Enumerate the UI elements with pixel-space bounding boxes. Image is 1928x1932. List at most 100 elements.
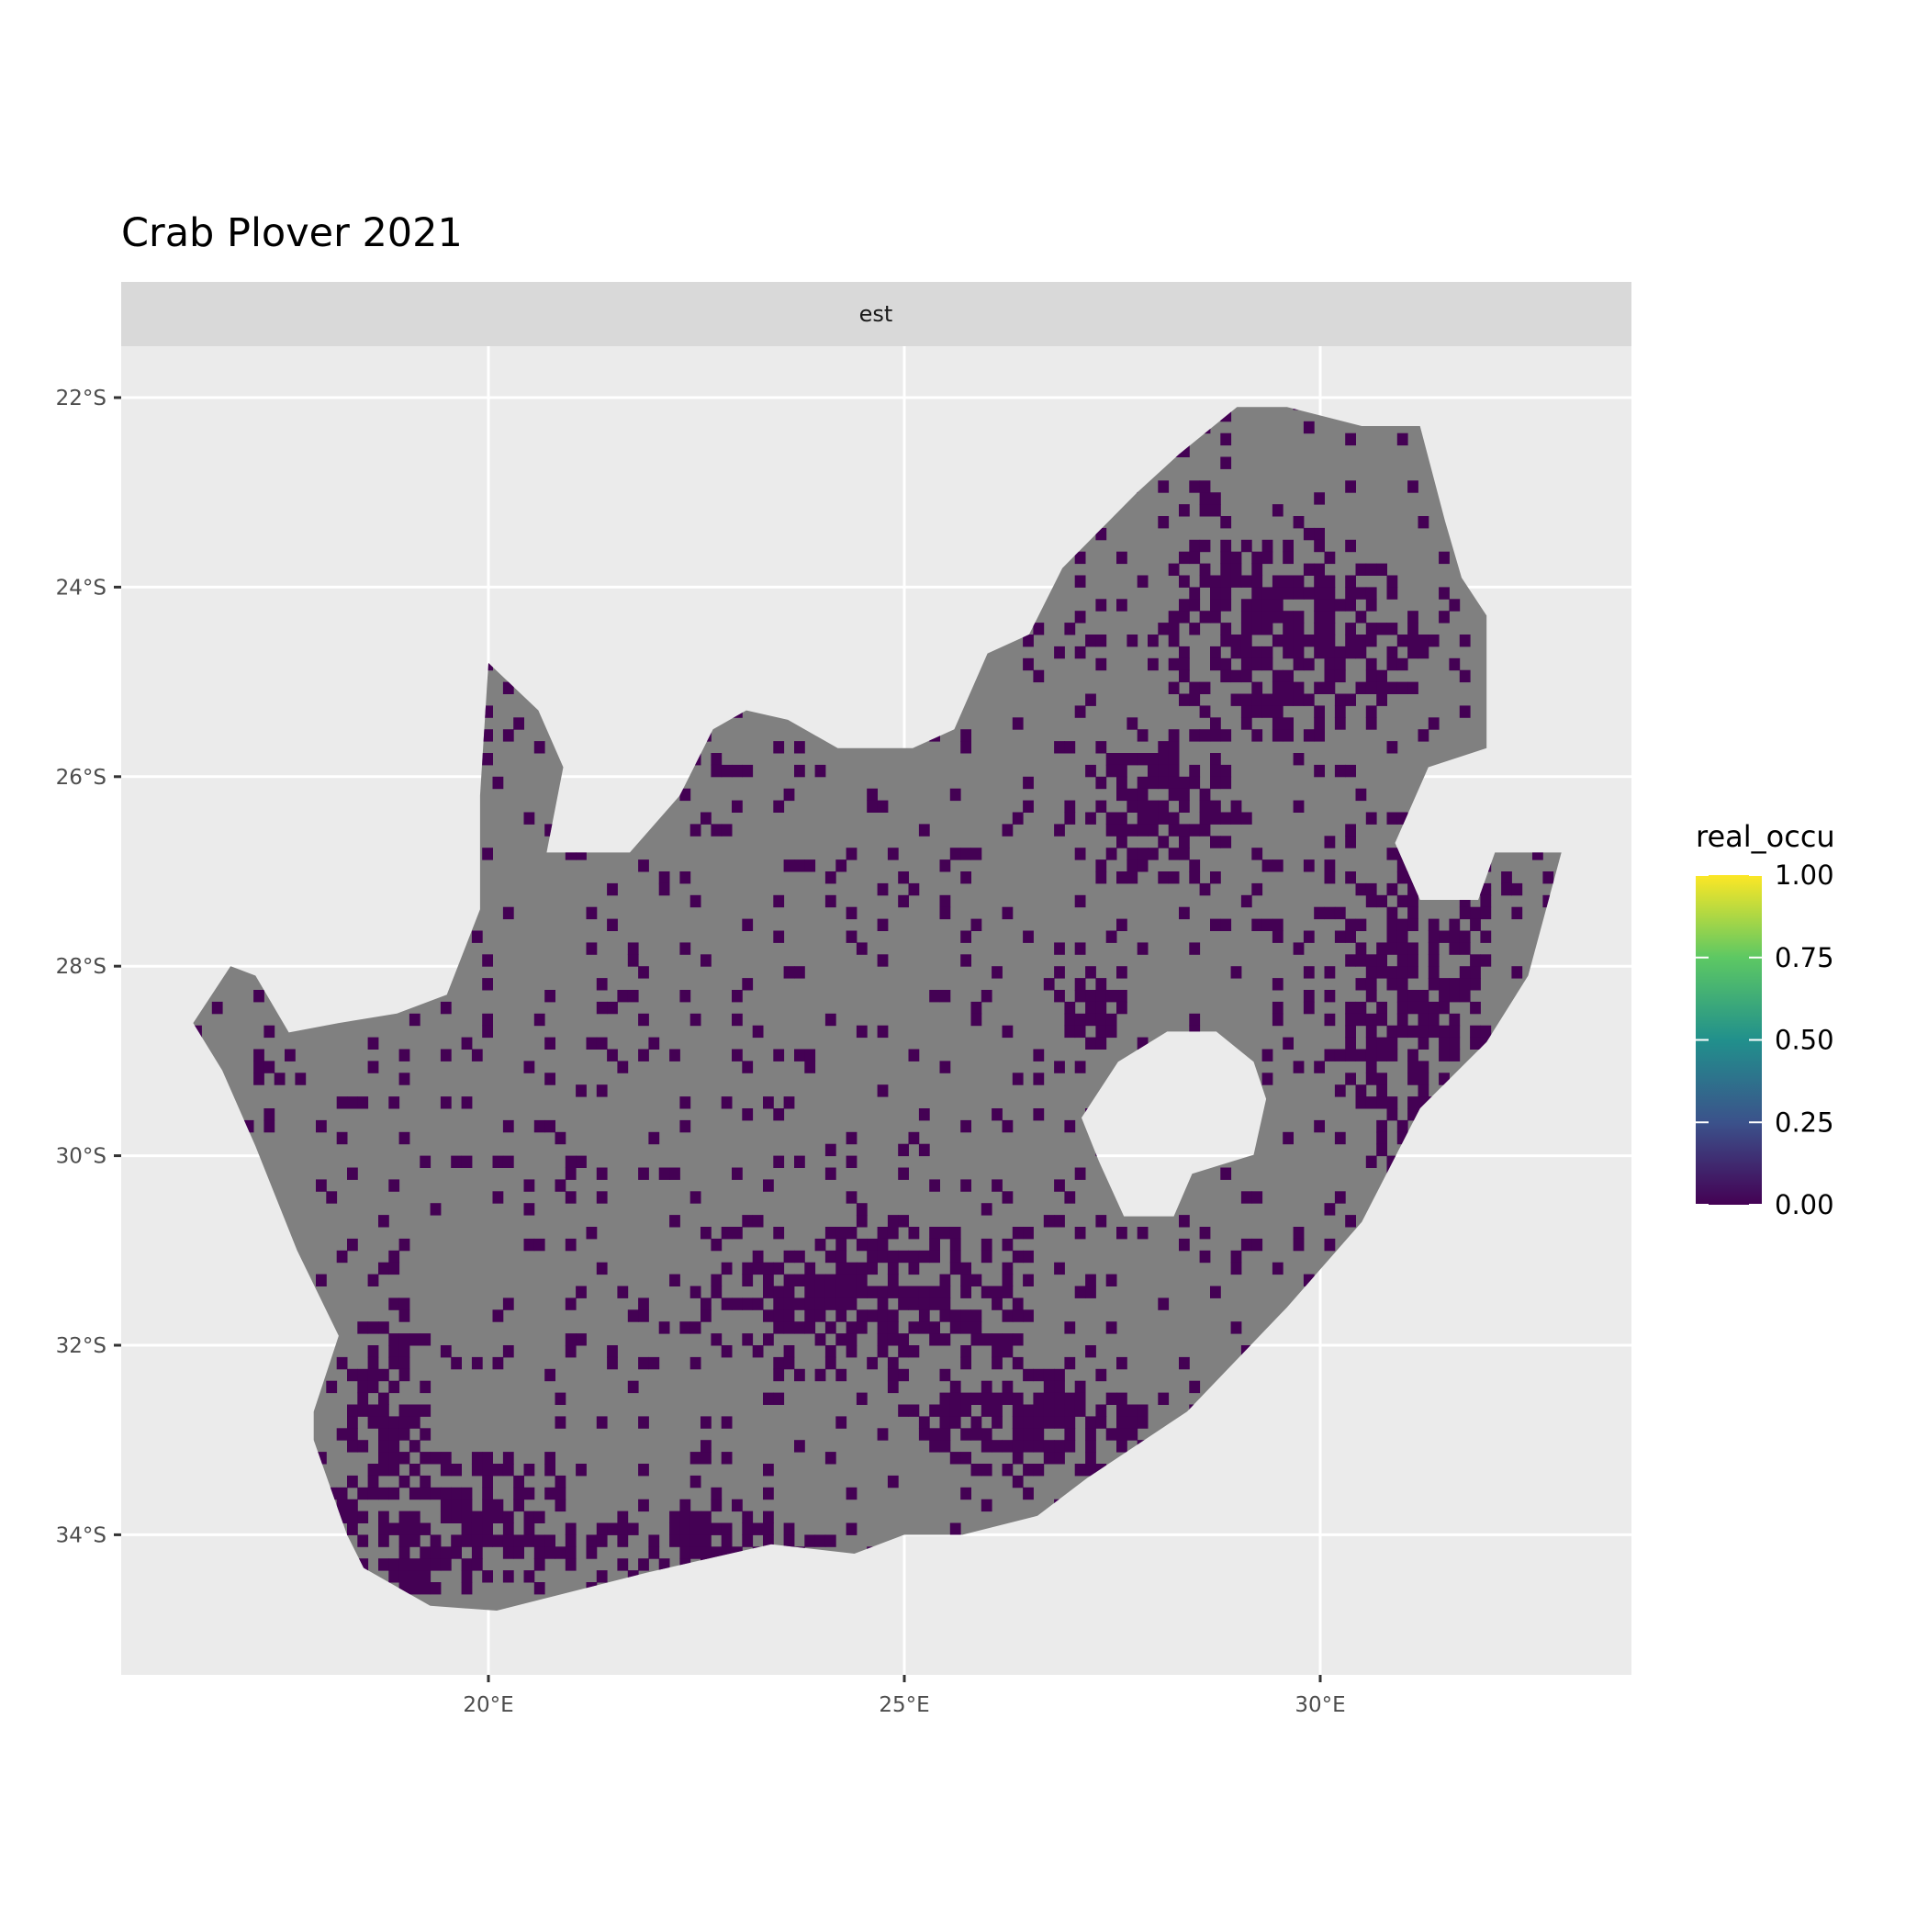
occupancy-cell xyxy=(887,1262,899,1275)
occupancy-cell xyxy=(1240,705,1252,718)
occupancy-cell xyxy=(388,1487,400,1500)
occupancy-cell xyxy=(949,1522,961,1535)
occupancy-cell xyxy=(1376,1073,1387,1085)
occupancy-cell xyxy=(1095,1037,1107,1050)
occupancy-cell xyxy=(992,1356,1003,1370)
occupancy-cell xyxy=(1137,812,1149,825)
occupancy-cell xyxy=(970,1013,982,1027)
occupancy-cell xyxy=(1272,859,1283,872)
occupancy-cell xyxy=(1428,954,1440,967)
occupancy-cell xyxy=(992,1179,1003,1192)
occupancy-cell xyxy=(898,1215,909,1228)
occupancy-cell xyxy=(1376,1143,1387,1157)
occupancy-cell xyxy=(1116,1404,1127,1417)
occupancy-cell xyxy=(763,1179,774,1192)
occupancy-cell xyxy=(1459,990,1471,1003)
occupancy-cell xyxy=(1054,1416,1065,1429)
occupancy-cell xyxy=(1116,1428,1127,1441)
occupancy-cell xyxy=(1158,764,1170,778)
occupancy-cell xyxy=(1449,942,1461,955)
occupancy-cell xyxy=(689,1191,701,1204)
occupancy-cell xyxy=(1407,906,1418,920)
occupancy-cell xyxy=(1095,776,1107,790)
occupancy-cell xyxy=(1220,516,1232,529)
occupancy-cell xyxy=(1220,836,1232,848)
occupancy-cell xyxy=(555,1487,566,1500)
occupancy-cell xyxy=(1365,1073,1377,1085)
occupancy-cell xyxy=(804,1061,816,1073)
occupancy-cell xyxy=(471,1558,483,1571)
occupancy-cell xyxy=(1199,563,1211,576)
occupancy-cell xyxy=(1137,942,1149,955)
occupancy-cell xyxy=(1137,1404,1149,1417)
occupancy-cell xyxy=(1158,1392,1170,1405)
occupancy-cell xyxy=(814,764,826,778)
occupancy-cell xyxy=(1230,693,1242,706)
occupancy-cell xyxy=(1439,990,1450,1003)
occupancy-cell xyxy=(1396,954,1408,967)
occupancy-cell xyxy=(1334,693,1346,706)
occupancy-cell xyxy=(939,906,951,920)
occupancy-cell xyxy=(763,1534,774,1547)
occupancy-cell xyxy=(1043,1416,1055,1429)
occupancy-cell xyxy=(1345,575,1356,588)
occupancy-cell xyxy=(523,1511,535,1523)
occupancy-cell xyxy=(918,1143,930,1157)
occupancy-cell xyxy=(1137,575,1149,588)
occupancy-cell xyxy=(1230,966,1242,979)
occupancy-cell xyxy=(533,1534,545,1547)
occupancy-cell xyxy=(1324,551,1336,565)
occupancy-cell xyxy=(398,1131,410,1145)
occupancy-cell xyxy=(1293,635,1305,647)
occupancy-cell xyxy=(1085,1464,1096,1477)
occupancy-cell xyxy=(1240,693,1252,706)
occupancy-cell xyxy=(1012,1333,1024,1346)
occupancy-cell xyxy=(794,859,805,872)
occupancy-cell xyxy=(804,1286,816,1298)
occupancy-cell xyxy=(1345,930,1356,943)
occupancy-cell xyxy=(1002,1274,1014,1286)
occupancy-cell xyxy=(1054,1215,1065,1228)
occupancy-cell xyxy=(285,1049,296,1061)
occupancy-cell xyxy=(617,1522,629,1535)
occupancy-cell xyxy=(689,1356,701,1370)
occupancy-cell xyxy=(1127,1404,1138,1417)
chart-title: Crab Plover 2021 xyxy=(121,210,463,256)
occupancy-cell xyxy=(1334,1084,1346,1097)
occupancy-cell xyxy=(1023,776,1034,790)
occupancy-cell xyxy=(1220,575,1232,588)
occupancy-cell xyxy=(1085,1037,1096,1050)
occupancy-cell xyxy=(1189,587,1201,600)
occupancy-cell xyxy=(1095,741,1107,754)
occupancy-cell xyxy=(1428,930,1440,943)
occupancy-cell xyxy=(1012,1416,1024,1429)
occupancy-cell xyxy=(1220,432,1232,446)
occupancy-cell xyxy=(357,1392,369,1405)
occupancy-cell xyxy=(1210,575,1221,588)
occupancy-cell xyxy=(1355,563,1367,576)
occupancy-cell xyxy=(555,1546,566,1559)
occupancy-cell xyxy=(1012,1475,1024,1488)
occupancy-cell xyxy=(1105,990,1117,1003)
occupancy-cell xyxy=(1261,918,1273,931)
occupancy-cell xyxy=(1396,1025,1408,1039)
occupancy-cell xyxy=(544,1037,555,1050)
occupancy-cell xyxy=(1179,599,1190,612)
occupancy-cell xyxy=(1230,575,1242,588)
occupancy-cell xyxy=(1189,729,1201,742)
occupancy-cell xyxy=(378,1416,389,1429)
x-axis: 20°E 25°E 30°E xyxy=(463,1675,1346,1717)
occupancy-cell xyxy=(1199,800,1211,813)
occupancy-cell xyxy=(1470,1037,1481,1050)
occupancy-cell xyxy=(1189,599,1201,612)
occupancy-cell xyxy=(523,1464,535,1477)
occupancy-cell xyxy=(1386,966,1398,979)
occupancy-cell xyxy=(908,1250,920,1264)
occupancy-cell xyxy=(679,1546,691,1559)
occupancy-cell xyxy=(1116,1416,1127,1429)
occupancy-cell xyxy=(887,1321,899,1334)
occupancy-cell xyxy=(555,1392,566,1405)
occupancy-cell xyxy=(877,1297,889,1310)
occupancy-cell xyxy=(1376,1049,1387,1061)
occupancy-cell xyxy=(732,800,743,813)
